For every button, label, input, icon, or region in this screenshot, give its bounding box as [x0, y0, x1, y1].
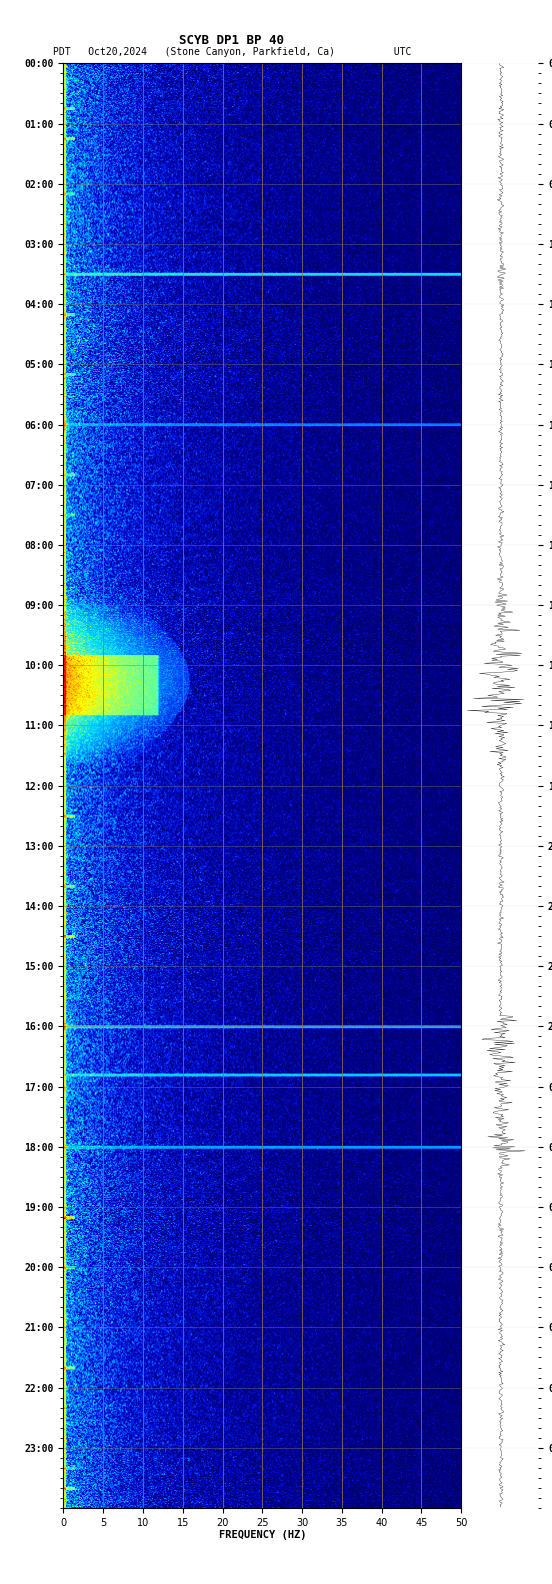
Text: SCYB DP1 BP 40: SCYB DP1 BP 40 [179, 33, 284, 48]
X-axis label: FREQUENCY (HZ): FREQUENCY (HZ) [219, 1530, 306, 1541]
Text: PDT   Oct20,2024   (Stone Canyon, Parkfield, Ca)          UTC: PDT Oct20,2024 (Stone Canyon, Parkfield,… [52, 46, 411, 57]
